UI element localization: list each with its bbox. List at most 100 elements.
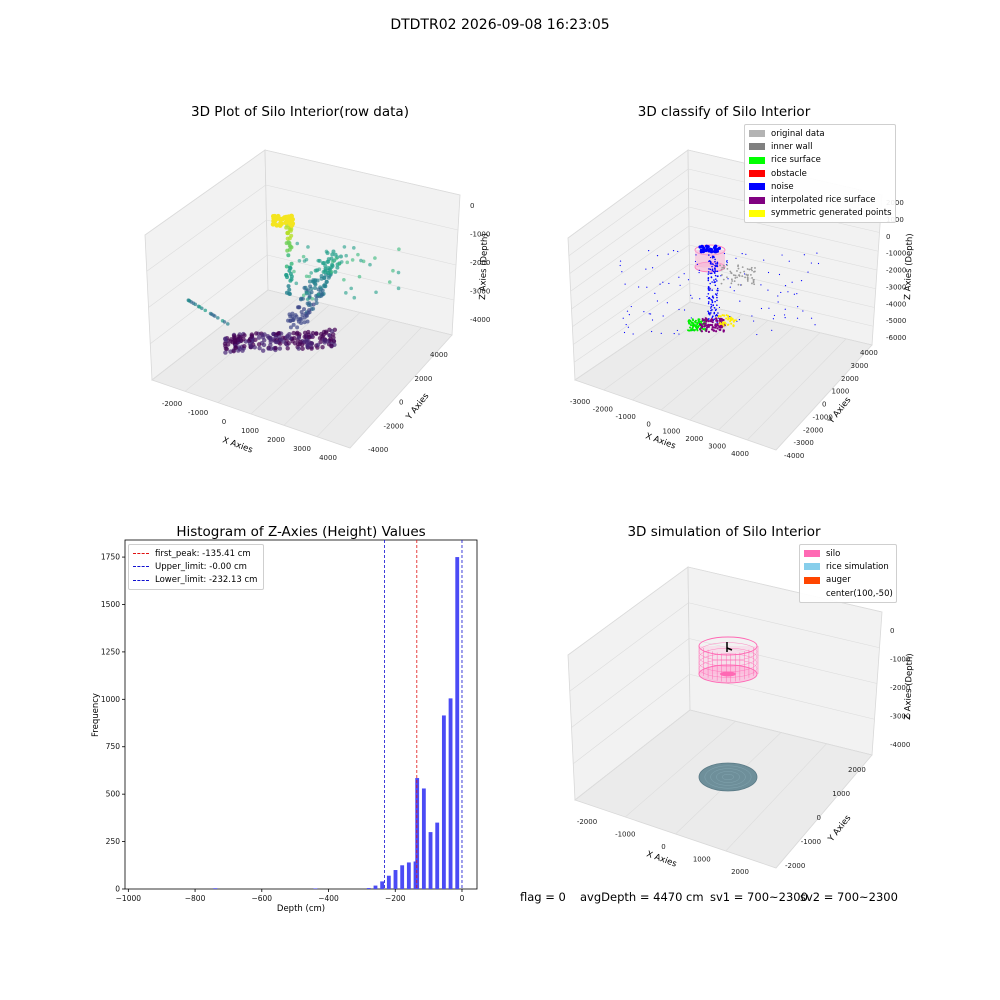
noise-point: [709, 282, 711, 285]
legend-swatch: [749, 143, 765, 151]
grid-line: [775, 754, 873, 869]
noise-point: [713, 307, 716, 309]
noise-point: [715, 308, 717, 311]
interp-point: [714, 317, 718, 320]
data-point: [307, 301, 312, 306]
grid-line: [150, 254, 268, 344]
legend-swatch: [749, 209, 765, 217]
noise-point: [767, 271, 770, 274]
y-tick-label: 1000: [832, 388, 850, 396]
grid-line: [250, 312, 361, 415]
y-tick-label: 1250: [101, 647, 120, 656]
interp-point: [699, 323, 702, 326]
data-point: [289, 213, 294, 219]
interp-point: [707, 325, 710, 328]
noise-point: [672, 249, 675, 252]
rice-point: [697, 320, 700, 323]
data-point: [256, 342, 262, 347]
legend-label: rice simulation: [826, 561, 889, 572]
noise-point: [716, 289, 718, 292]
grid-line: [689, 301, 873, 346]
z-tick-label: -1000: [886, 250, 906, 258]
noise-point: [708, 268, 710, 270]
grid-line: [718, 332, 821, 431]
wall-point: [720, 274, 723, 276]
wall-point: [736, 270, 738, 272]
data-point: [334, 256, 338, 261]
data-point: [295, 241, 300, 246]
data-point: [342, 245, 347, 249]
data-point: [352, 246, 356, 250]
data-point: [287, 287, 292, 292]
noise-point: [683, 309, 686, 311]
noise-point: [707, 292, 710, 295]
noise-point: [788, 260, 790, 262]
x-tick-label: −200: [385, 894, 406, 903]
panel1-zlabel: Z Axies (Depth): [478, 233, 490, 300]
data-point: [266, 346, 271, 351]
noise-point: [706, 245, 710, 249]
data-point: [309, 271, 314, 275]
data-point: [323, 263, 328, 268]
grid-line: [687, 566, 883, 613]
data-point: [273, 334, 279, 340]
data-point: [203, 308, 208, 313]
data-point: [292, 336, 297, 341]
z-tick-label: -3000: [890, 713, 910, 721]
symmetric-point: [727, 316, 730, 319]
noise-point: [718, 306, 721, 309]
data-point: [304, 257, 309, 262]
data-point: [301, 293, 306, 298]
data-point: [189, 300, 193, 304]
x-tick-label: -1000: [616, 413, 636, 421]
data-point: [296, 346, 301, 351]
data-point: [223, 350, 228, 355]
data-point: [284, 290, 289, 295]
noise-point: [694, 260, 697, 263]
data-point: [308, 284, 313, 289]
data-point: [223, 336, 228, 342]
data-point: [359, 258, 363, 263]
data-point: [296, 335, 302, 340]
noise-point: [623, 331, 626, 334]
y-tick-label: 1000: [832, 790, 850, 798]
wall-point: [752, 278, 755, 281]
data-point: [285, 346, 290, 351]
noise-point: [707, 273, 710, 275]
noise-point: [638, 286, 640, 288]
noise-point: [651, 267, 654, 269]
x-tick-label: 0: [646, 420, 650, 428]
wall-point: [750, 268, 753, 271]
data-point: [209, 312, 214, 316]
x-tick-label: 0: [222, 418, 226, 426]
noise-point: [649, 313, 652, 315]
noise-point: [622, 317, 624, 319]
interp-point: [718, 319, 722, 322]
grid-line: [688, 225, 878, 271]
noise-point: [662, 315, 664, 317]
data-point: [291, 330, 296, 336]
data-point: [277, 346, 283, 351]
rice-point: [692, 325, 695, 328]
interp-point: [705, 326, 709, 329]
noise-point: [696, 263, 698, 265]
grid-line: [572, 244, 690, 327]
data-point: [397, 247, 401, 252]
data-point: [335, 265, 340, 270]
noise-point: [709, 298, 711, 300]
z-tick-label: -4000: [890, 741, 910, 749]
data-point: [287, 265, 292, 270]
histogram-bar: [386, 875, 391, 889]
noise-point: [628, 314, 630, 316]
grid-line: [603, 307, 717, 391]
noise-point: [772, 318, 774, 320]
noise-point: [708, 296, 711, 299]
data-point: [284, 264, 289, 269]
noise-point: [646, 286, 648, 288]
data-point: [329, 256, 334, 261]
symmetric-point: [719, 315, 722, 318]
wall-point: [720, 282, 723, 285]
noise-point: [711, 299, 713, 302]
wall-point: [748, 268, 751, 271]
noise-point: [713, 281, 715, 284]
